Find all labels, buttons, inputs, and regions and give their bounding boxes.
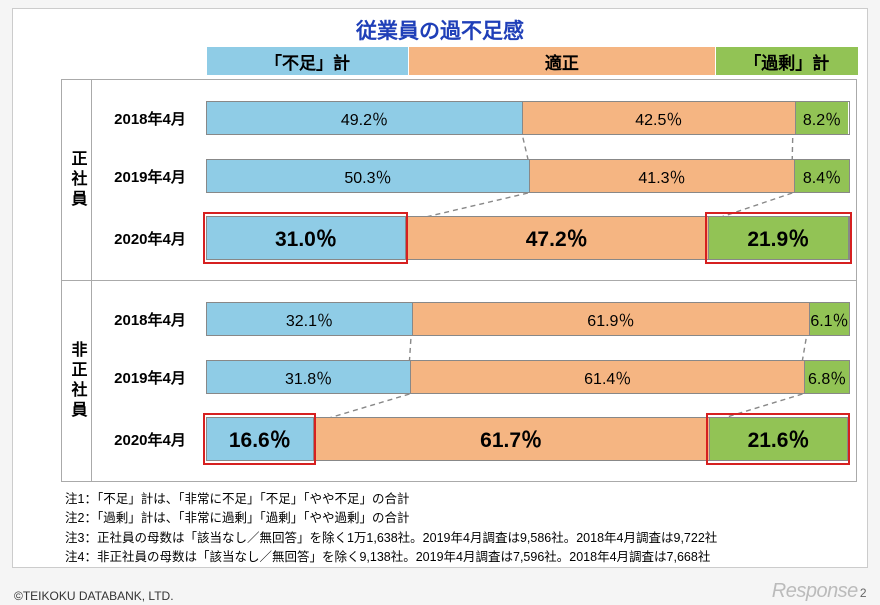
bar-segment: 21.6％ [710,418,849,460]
bar-segment: 8.4％ [795,160,849,192]
row-label: 2018年4月 [94,309,206,330]
group-label: 非正社員 [62,281,92,481]
bar-segment: 32.1％ [207,303,413,335]
group: 正社員2018年4月49.2％42.5％8.2％ 2019年4月50.3％41.3… [62,80,856,281]
row-label: 2019年4月 [94,367,206,388]
legend-cell: 「不足」計 [207,47,409,75]
bar-row: 2018年4月49.2％42.5％8.2％ [94,92,850,144]
row-label: 2019年4月 [94,166,206,187]
bar-row: 2020年4月16.6％61.7％21.6％ [94,409,850,469]
chart-groups: 正社員2018年4月49.2％42.5％8.2％2019年4月50.3％41.3… [61,79,857,482]
page-footer: ©TEIKOKU DATABANK, LTD. Response2 [14,580,866,603]
stacked-bar: 31.8％61.4％6.8％ [206,360,850,394]
footnotes: 注1：「不足」計は、「非常に不足」「不足」「やや不足」の合計注2：「過剰」計は、… [65,490,859,568]
bar-segment: 61.9％ [413,303,810,335]
group-rows: 2018年4月32.1％61.9％6.1％ 2019年4月31.8％61.4％6.… [92,281,856,481]
footnote-line: 注1：「不足」計は、「非常に不足」「不足」「やや不足」の合計 [65,490,859,509]
stacked-bar: 31.0％47.2％21.9％ [206,216,850,260]
bar-segment: 31.8％ [207,361,411,393]
bar-segment: 16.6％ [207,418,314,460]
bar-row: 2019年4月31.8％61.4％6.8％ [94,351,850,403]
legend-row: 「不足」計適正「過剰」計 [207,47,859,75]
footnote-line: 注2：「過剰」計は、「非常に過剰」「過剰」「やや過剰」の合計 [65,509,859,528]
row-label: 2020年4月 [94,228,206,249]
bar-segment: 8.2％ [796,102,849,134]
bar-segment: 42.5％ [523,102,796,134]
bar-segment: 41.3％ [530,160,795,192]
bar-row: 2018年4月32.1％61.9％6.1％ [94,293,850,345]
page-number: 2 [860,586,866,600]
bar-segment: 47.2％ [406,217,709,259]
group: 非正社員2018年4月32.1％61.9％6.1％2019年4月31.8％61.… [62,281,856,481]
bar-segment: 31.0％ [207,217,406,259]
bar-segment: 6.8％ [805,361,849,393]
stacked-bar: 49.2％42.5％8.2％ [206,101,850,135]
bar-segment: 49.2％ [207,102,523,134]
group-rows: 2018年4月49.2％42.5％8.2％ 2019年4月50.3％41.3％8.… [92,80,856,280]
legend-cell: 適正 [409,47,715,75]
bar-row: 2020年4月31.0％47.2％21.9％ [94,208,850,268]
chart-page: 従業員の過不足感 「不足」計適正「過剰」計 正社員2018年4月49.2％42.… [12,8,868,568]
chart-title: 従業員の過不足感 [21,15,859,45]
watermark: Response2 [772,580,866,603]
group-label: 正社員 [62,80,92,280]
stacked-bar: 50.3％41.3％8.4％ [206,159,850,193]
legend-cell: 「過剰」計 [716,47,859,75]
footnote-line: 注3：正社員の母数は「該当なし／無回答」を除く1万1,638社。2019年4月調… [65,529,859,548]
bar-segment: 21.9％ [709,217,849,259]
row-label: 2020年4月 [94,429,206,450]
footnote-line: 注4：非正社員の母数は「該当なし／無回答」を除く9,138社。2019年4月調査… [65,548,859,567]
bar-row: 2019年4月50.3％41.3％8.4％ [94,150,850,202]
bar-segment: 61.4％ [411,361,805,393]
bar-segment: 61.7％ [314,418,710,460]
bar-segment: 50.3％ [207,160,530,192]
stacked-bar: 32.1％61.9％6.1％ [206,302,850,336]
stacked-bar: 16.6％61.7％21.6％ [206,417,850,461]
copyright-text: ©TEIKOKU DATABANK, LTD. [14,589,174,603]
bar-segment: 6.1％ [810,303,849,335]
row-label: 2018年4月 [94,108,206,129]
